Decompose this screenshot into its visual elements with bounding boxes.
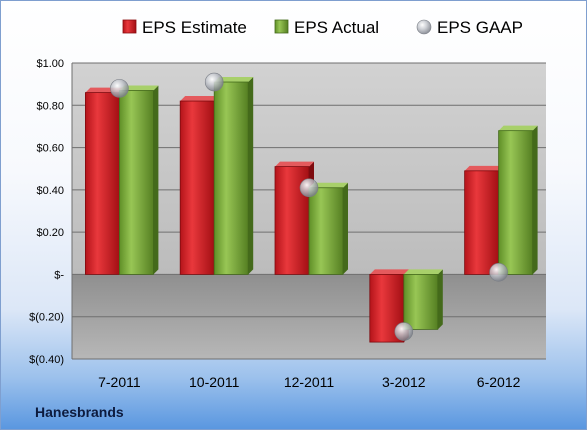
bar-top <box>275 161 314 167</box>
bar-top <box>214 77 254 83</box>
bar-top <box>369 269 409 275</box>
company-label: Hanesbrands <box>35 404 124 420</box>
y-tick-label: $(0.40) <box>29 354 64 366</box>
bar-eps-actual <box>213 81 249 275</box>
bar-eps-estimate <box>85 92 120 275</box>
legend-label: EPS Estimate <box>142 18 247 37</box>
x-tick-label: 7-2011 <box>98 374 141 390</box>
x-tick-label: 3-2012 <box>382 374 426 390</box>
y-tick-label: $(0.20) <box>29 312 64 324</box>
bar-eps-estimate <box>179 100 215 275</box>
y-tick-label: $0.40 <box>36 185 64 197</box>
bar-top <box>309 182 348 188</box>
gaap-marker <box>299 178 319 198</box>
y-tick-label: $0.60 <box>36 143 64 155</box>
y-tick-label: $- <box>54 269 64 281</box>
bar-eps-actual <box>498 130 534 275</box>
legend: EPS Estimate EPS Actual EPS GAAP <box>122 18 523 37</box>
bar-side <box>153 85 159 275</box>
bar-top <box>180 96 220 102</box>
y-tick-label: $0.20 <box>36 227 64 239</box>
y-tick-label: $1.00 <box>36 58 64 70</box>
legend-label: EPS GAAP <box>437 18 523 37</box>
legend-swatch-actual <box>274 19 289 34</box>
y-tick-label: $0.80 <box>36 100 64 112</box>
x-tick-label: 12-2011 <box>284 374 335 390</box>
gaap-marker <box>489 263 508 282</box>
gaap-marker <box>394 322 414 341</box>
bar-side <box>532 125 538 275</box>
bar-eps-estimate <box>464 170 500 275</box>
bar-top <box>403 269 443 275</box>
x-tick-label: 6-2012 <box>477 374 521 390</box>
bar-eps-actual <box>119 90 154 275</box>
bar-side <box>343 182 348 275</box>
legend-label: EPS Actual <box>294 18 379 37</box>
bar-top <box>119 85 159 91</box>
gaap-marker <box>204 72 224 92</box>
legend-swatch-gaap <box>416 19 432 35</box>
bar-eps-actual <box>403 274 439 330</box>
gaap-marker <box>110 79 129 98</box>
bar-side <box>248 77 254 275</box>
bar-top <box>498 125 538 131</box>
legend-swatch-estimate <box>122 19 137 34</box>
bar-top <box>464 165 504 171</box>
bar-side <box>437 269 443 330</box>
bar-eps-actual <box>308 187 344 275</box>
x-tick-label: 10-2011 <box>189 374 240 390</box>
